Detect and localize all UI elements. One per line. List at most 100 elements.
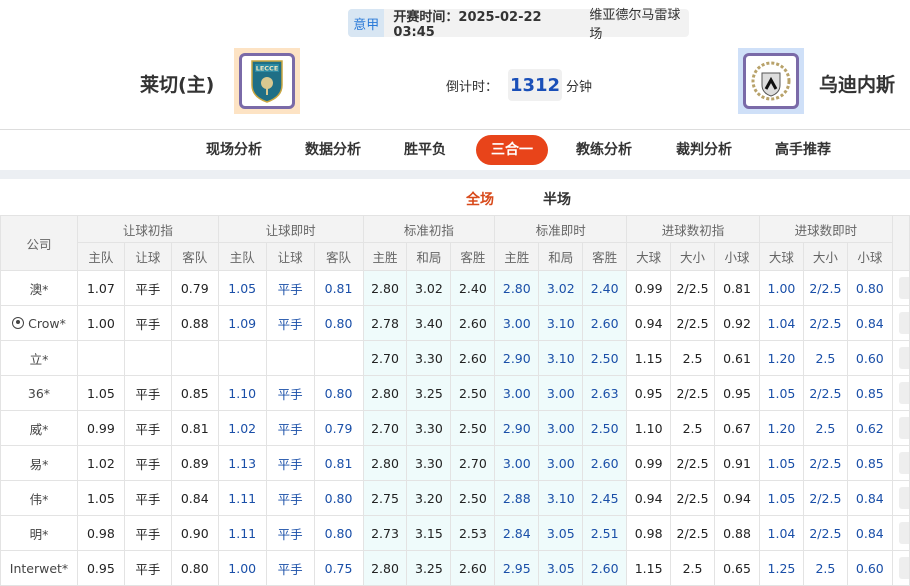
odds-cell: 2.63 [582,375,628,411]
odds-cell: 1.15 [626,550,672,586]
odds-cell: 2.5 [670,550,716,586]
odds-cell: 1.05 [76,375,125,411]
table-row: Crow* 1.00 平手 0.88 1.09 平手 0.80 2.78 3.40 2.60 3.0… [0,305,910,341]
row-action-button[interactable] [899,277,909,299]
company-cell[interactable]: 易* [0,445,78,481]
odds-cell: 0.99 [626,270,672,306]
sub-header: 客队 [313,242,364,271]
row-action-cell[interactable] [891,305,910,341]
odds-cell: 2.5 [670,410,716,446]
league-badge[interactable]: 意甲 [348,9,385,37]
odds-cell: 0.98 [76,515,125,551]
row-action-button[interactable] [899,557,909,579]
sub-header: 让球 [123,242,172,271]
tab-live-analysis[interactable]: 现场分析 [206,142,262,158]
odds-cell: 0.80 [313,375,364,411]
odds-cell: 1.05 [217,270,267,306]
away-team-logo[interactable] [738,48,804,114]
odds-cell: 0.98 [626,515,672,551]
odds-cell: 0.88 [170,305,219,341]
company-cell[interactable]: Interwet* [0,550,78,586]
tab-three-in-one[interactable]: 三合一 [476,135,548,165]
odds-cell: 0.81 [170,410,219,446]
row-action-cell[interactable] [891,340,910,376]
away-team-name[interactable]: 乌迪内斯 [819,74,896,96]
tab-data-analysis[interactable]: 数据分析 [305,142,361,158]
row-action-button[interactable] [899,522,909,544]
odds-cell: 1.00 [217,550,267,586]
sub-header: 和局 [538,242,584,271]
odds-cell: 0.94 [626,480,672,516]
row-action-button[interactable] [899,487,909,509]
odds-cell: 0.75 [313,550,364,586]
tab-expert-picks[interactable]: 高手推荐 [775,142,831,158]
company-name: 澳* [29,281,49,297]
group-header: 进球数初指 [626,215,760,243]
table-row: 36* 1.05 平手 0.85 1.10 平手 0.80 2.80 3.25 2.50 3.00 3… [0,375,910,411]
countdown-label: 倒计时： [446,79,499,95]
odds-cell: 1.13 [217,445,267,481]
company-cell[interactable]: 威* [0,410,78,446]
odds-cell: 0.84 [846,305,893,341]
odds-cell: 2/2.5 [670,445,716,481]
odds-cell: 0.80 [170,550,219,586]
odds-cell: 1.25 [758,550,804,586]
odds-cell [170,340,219,376]
company-name: 伟* [29,491,49,507]
tab-referee-analysis[interactable]: 裁判分析 [676,142,732,158]
odds-cell: 3.20 [406,480,452,516]
odds-cell: 平手 [123,375,172,411]
odds-cell: 0.84 [846,515,893,551]
odds-cell: 0.85 [846,375,893,411]
row-action-button[interactable] [899,347,909,369]
company-cell[interactable]: 明* [0,515,78,551]
row-action-button[interactable] [899,382,909,404]
company-cell[interactable]: Crow* [0,305,78,341]
row-action-cell[interactable] [891,270,910,306]
row-action-cell[interactable] [891,410,910,446]
row-action-cell[interactable] [891,480,910,516]
kickoff-time: 开赛时间：2025-02-22 03:45 [393,10,542,40]
subtab-half-time[interactable]: 半场 [543,192,571,208]
odds-cell: 3.02 [538,270,584,306]
odds-cell: 2.60 [450,340,496,376]
odds-cell: 2.60 [582,305,628,341]
odds-cell: 0.94 [714,480,760,516]
odds-cell: 平手 [123,410,172,446]
odds-cell: 2/2.5 [670,375,716,411]
home-team-name[interactable]: 莱切(主) [140,74,215,96]
subtab-full-time[interactable]: 全场 [458,189,502,218]
odds-cell: 平手 [265,270,315,306]
table-row: 易* 1.02 平手 0.89 1.13 平手 0.81 2.80 3.30 2.70 3.00 3.… [0,445,910,481]
tab-coach-analysis[interactable]: 教练分析 [576,142,632,158]
row-action-cell[interactable] [891,375,910,411]
company-cell[interactable]: 36* [0,375,78,411]
odds-cell: 2.50 [582,410,628,446]
sub-header: 主胜 [494,242,540,271]
odds-cell: 0.79 [313,410,364,446]
company-cell[interactable]: 伟* [0,480,78,516]
row-action-button[interactable] [899,312,909,334]
odds-cell: 3.15 [406,515,452,551]
countdown-unit: 分钟 [566,79,593,95]
row-action-button[interactable] [899,417,909,439]
odds-cell: 平手 [265,515,315,551]
company-cell[interactable]: 立* [0,340,78,376]
odds-cell: 0.84 [170,480,219,516]
row-action-button[interactable] [899,452,909,474]
group-header: 标准即时 [494,215,628,243]
odds-table: 公司 让球初指 让球即时 标准初指 标准即时 进球数初指 进球数即时 主队 让球 客队 主队 让球… [0,215,910,586]
row-action-cell[interactable] [891,550,910,586]
table-row: Interwet* 0.95 平手 0.80 1.00 平手 0.75 2.80 3.25 2.6… [0,550,910,586]
odds-cell: 平手 [123,270,172,306]
row-action-cell[interactable] [891,515,910,551]
row-action-cell[interactable] [891,445,910,481]
tab-win-draw-loss[interactable]: 胜平负 [404,142,446,158]
company-cell[interactable]: 澳* [0,270,78,306]
odds-cell: 2/2.5 [802,445,848,481]
odds-cell: 2.50 [450,480,496,516]
extra-column-header [891,215,910,271]
odds-cell: 平手 [123,550,172,586]
sub-header: 让球 [265,242,315,271]
home-team-logo[interactable]: LECCE [234,48,300,114]
